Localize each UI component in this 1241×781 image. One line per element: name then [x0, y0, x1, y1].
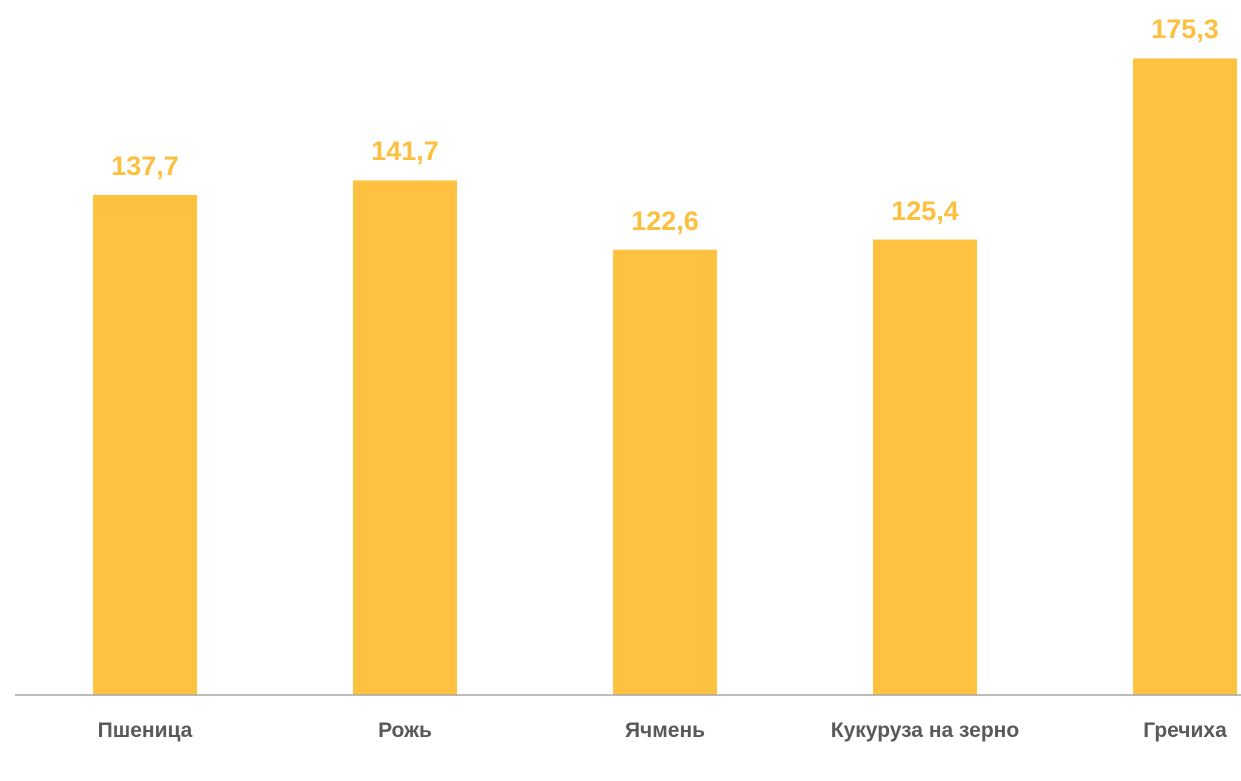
data-label: 175,3 [1151, 14, 1219, 45]
x-tick-label: Гречиха [1143, 719, 1227, 742]
data-label: 141,7 [371, 136, 439, 167]
x-tick-label: Ячмень [624, 719, 706, 742]
bar [353, 180, 457, 695]
bar [93, 194, 197, 695]
x-tick-label: Кукуруза на зерно [830, 719, 1020, 742]
data-label: 122,6 [631, 205, 699, 236]
x-tick-label: Рожь [378, 719, 432, 742]
data-label: 137,7 [111, 150, 179, 181]
bar [873, 239, 977, 695]
x-tick-label: Пшеница [97, 719, 193, 742]
bar [613, 249, 717, 695]
data-label: 125,4 [891, 195, 959, 226]
bar [1133, 58, 1237, 695]
